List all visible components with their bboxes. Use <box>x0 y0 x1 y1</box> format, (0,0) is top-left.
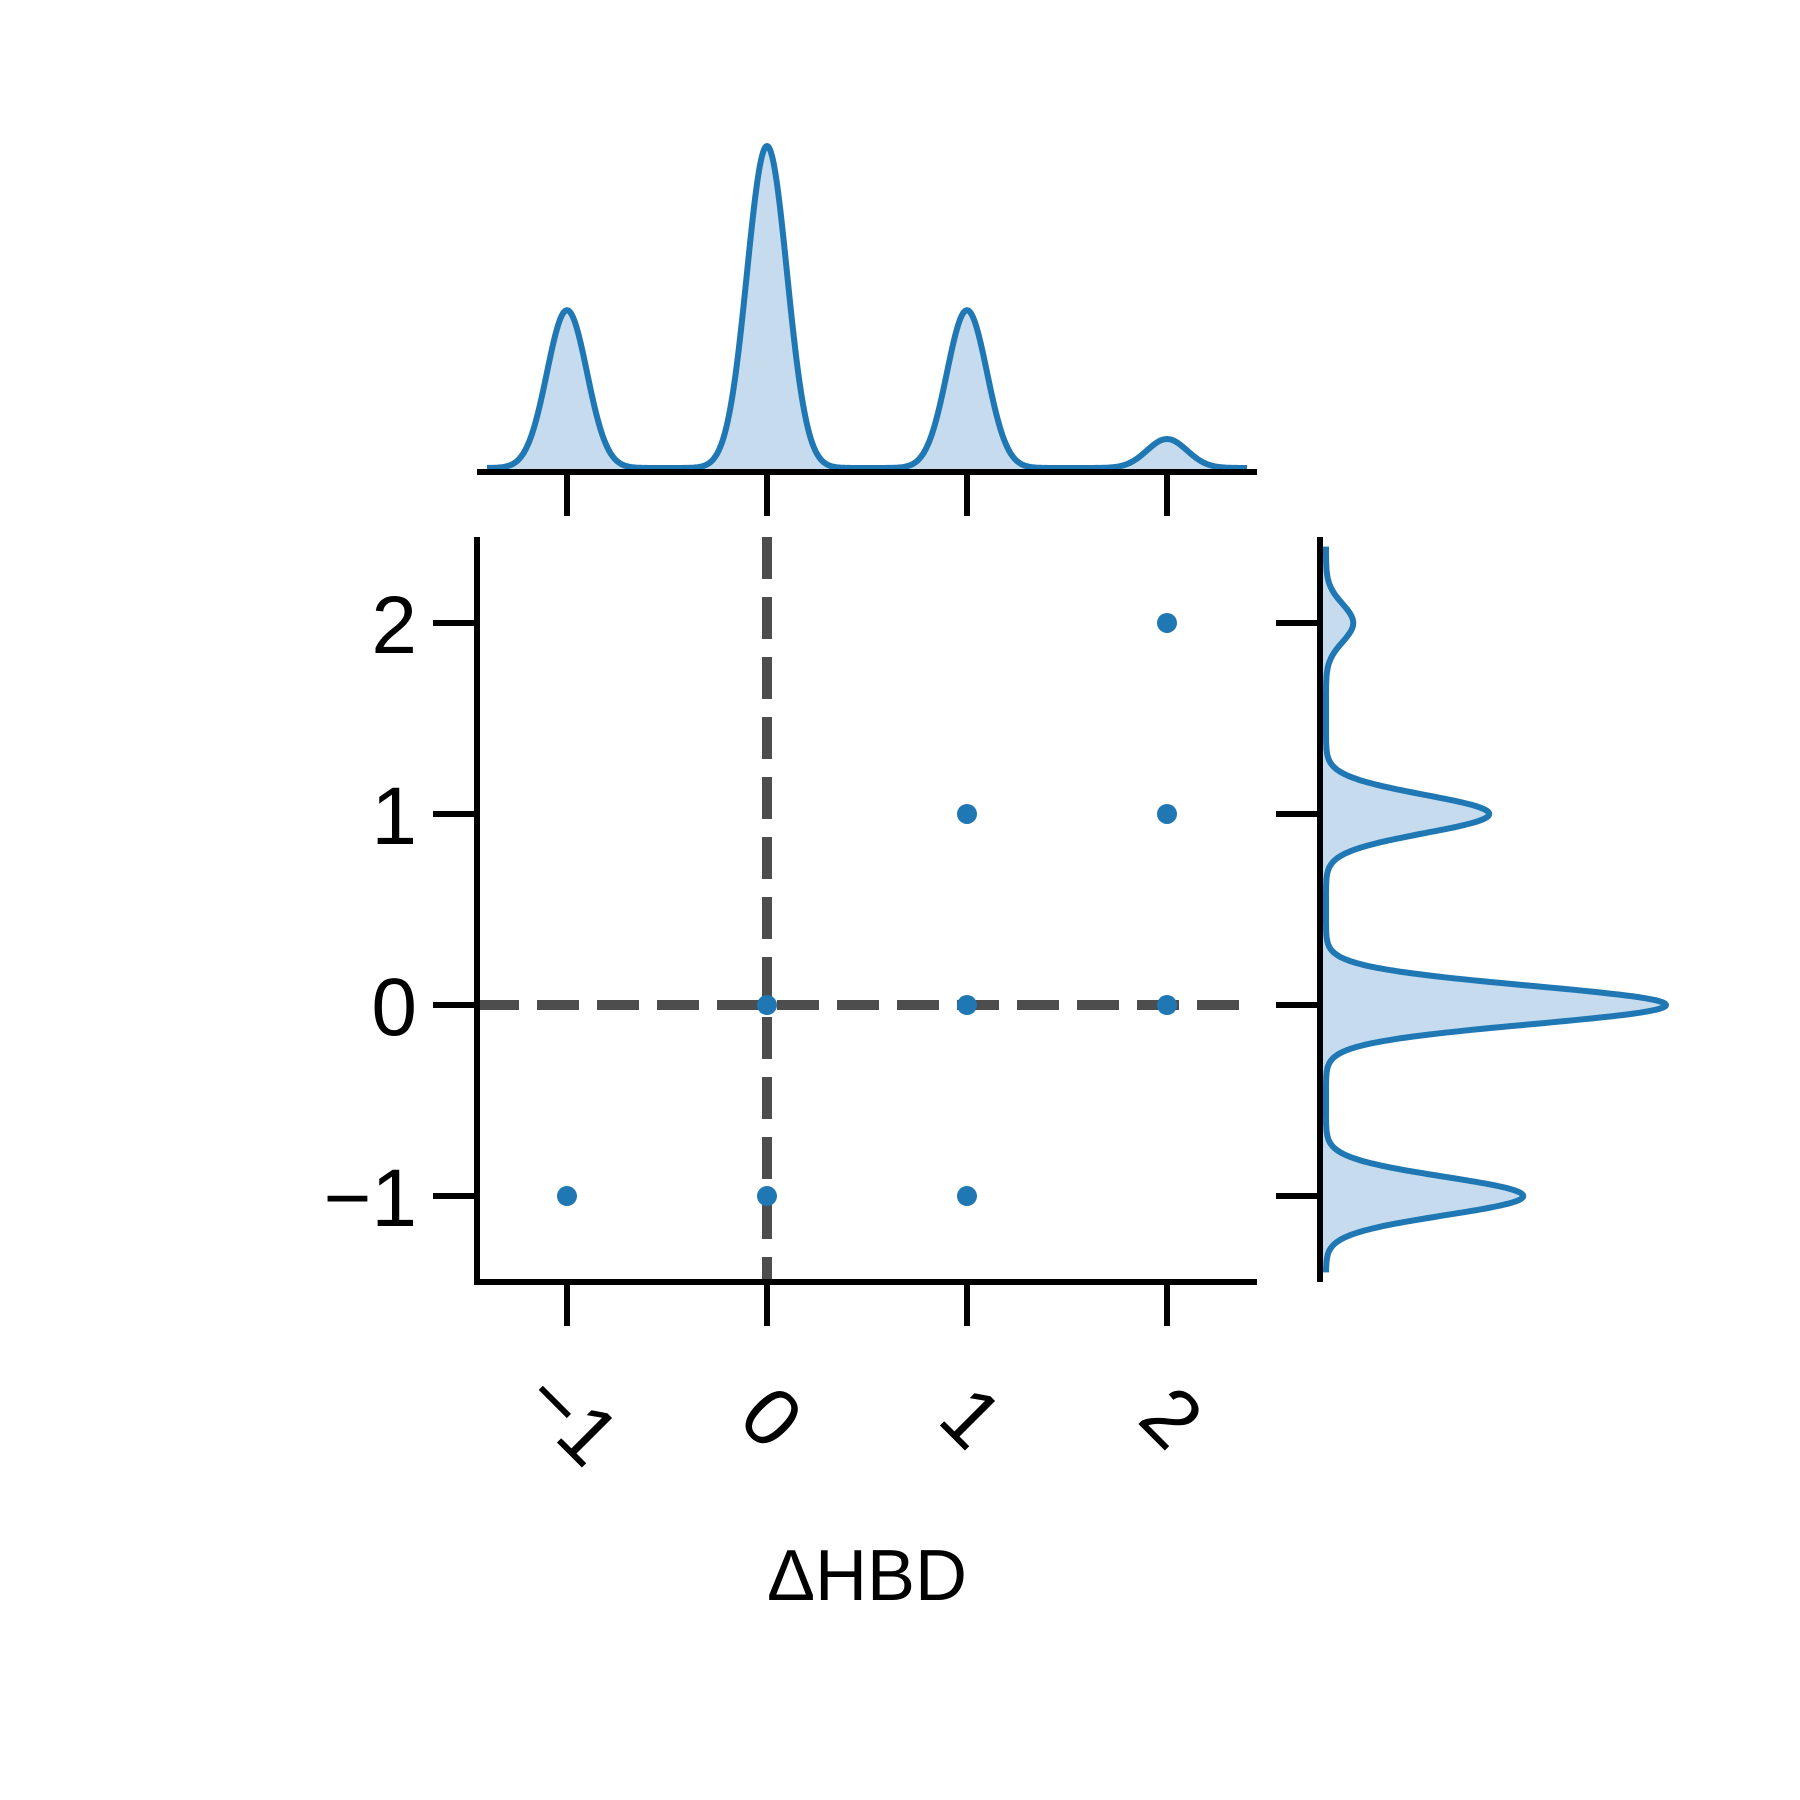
data-point <box>757 1186 777 1207</box>
reference-lines <box>477 537 1257 1282</box>
data-point <box>1157 803 1177 824</box>
x-tick-label: 2 <box>1123 1370 1220 1467</box>
x-tick-label: −1 <box>506 1353 636 1483</box>
data-point <box>557 1186 577 1207</box>
data-point <box>957 1186 977 1207</box>
y-density-line <box>1323 544 1669 1275</box>
x-tick-label: 0 <box>723 1370 820 1467</box>
data-point <box>1157 995 1177 1016</box>
x-marginal-density <box>477 143 1257 516</box>
x-density-line <box>485 143 1249 471</box>
y-tick-label: 1 <box>371 771 417 862</box>
data-point <box>957 995 977 1016</box>
data-point <box>957 803 977 824</box>
data-point <box>757 995 777 1016</box>
scatter-points <box>557 612 1177 1207</box>
y-tick-label: 2 <box>371 580 417 671</box>
x-density-fill <box>487 146 1247 472</box>
data-point <box>1157 612 1177 633</box>
y-tick-label: 0 <box>371 962 417 1053</box>
y-tick-label: −1 <box>324 1153 418 1244</box>
x-tick-label: 1 <box>923 1370 1020 1467</box>
x-axis-label: ΔHBD <box>767 1536 967 1616</box>
y-marginal-density <box>1276 537 1669 1282</box>
axes: −1 0 1 2 −1 0 1 2 <box>324 537 1257 1483</box>
y-density-fill <box>1320 546 1666 1273</box>
